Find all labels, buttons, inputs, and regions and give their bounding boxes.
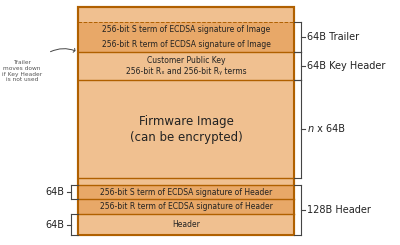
Bar — [78, 80, 294, 178]
Bar — [78, 22, 294, 37]
Text: 64B: 64B — [46, 187, 65, 197]
Bar — [78, 199, 294, 214]
Text: n: n — [307, 124, 313, 134]
Text: Trailer
moves down
if Key Header
is not used: Trailer moves down if Key Header is not … — [2, 60, 42, 82]
Text: x 64B: x 64B — [314, 124, 346, 134]
Text: Firmware Image
(can be encrypted): Firmware Image (can be encrypted) — [130, 115, 242, 144]
Bar — [78, 185, 294, 199]
Text: 256-bit S term of ECDSA signature of Image: 256-bit S term of ECDSA signature of Ima… — [102, 25, 270, 34]
Text: 128B Header: 128B Header — [307, 205, 371, 215]
Bar — [78, 214, 294, 235]
Bar — [78, 52, 294, 80]
Text: Header: Header — [172, 220, 200, 229]
Text: 64B Key Header: 64B Key Header — [307, 61, 386, 71]
Text: 64B Trailer: 64B Trailer — [307, 32, 359, 42]
Bar — [78, 7, 294, 235]
Bar — [78, 37, 294, 52]
Text: 256-bit R term of ECDSA signature of Image: 256-bit R term of ECDSA signature of Ima… — [102, 40, 270, 49]
Text: Customer Public Key
256-bit Rₓ and 256-bit Rᵧ terms: Customer Public Key 256-bit Rₓ and 256-b… — [126, 56, 246, 76]
Bar — [78, 7, 294, 235]
Text: 256-bit S term of ECDSA signature of Header: 256-bit S term of ECDSA signature of Hea… — [100, 187, 272, 196]
Text: 64B: 64B — [46, 220, 65, 230]
Text: 256-bit R term of ECDSA signature of Header: 256-bit R term of ECDSA signature of Hea… — [100, 202, 272, 211]
